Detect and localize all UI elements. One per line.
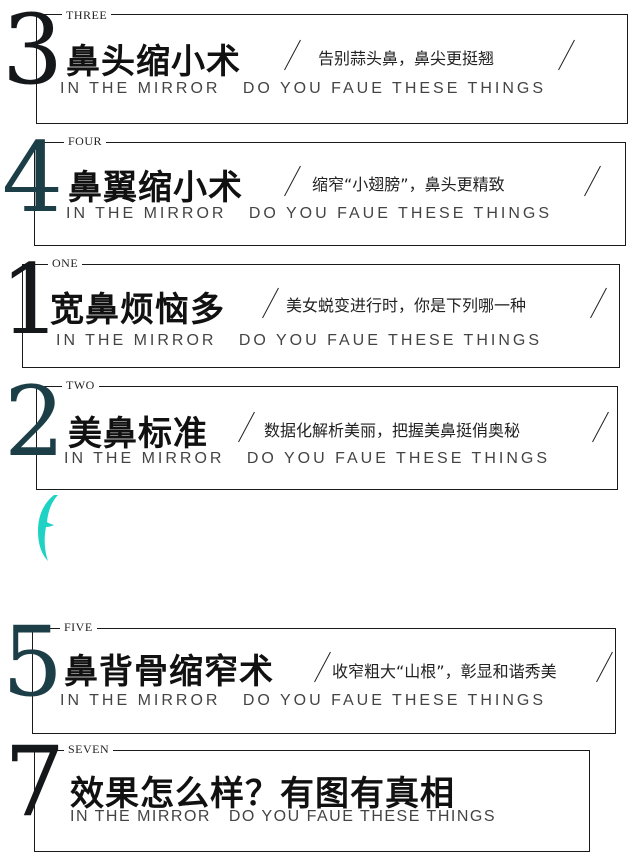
section-tagline: IN THE MIRROR DO YOU FAUE THESE THINGS [64,450,550,467]
section-seven: 7 SEVEN 效果怎么样？有图有真相 IN THE MIRROR DO YOU… [0,734,630,854]
section-number: 2 [4,366,66,478]
section-frame [34,750,590,852]
section-five: 5 FIVE 鼻背骨缩窄术 收窄粗大“山根”，彰显和谐秀美 IN THE MIR… [0,612,630,736]
section-subtitle: 告别蒜头鼻，鼻尖更挺翘 [318,49,495,68]
section-tagline: IN THE MIRROR DO YOU FAUE THESE THINGS [66,205,552,222]
section-title: 效果怎么样？有图有真相 [70,774,455,814]
section-tagline: IN THE MIRROR DO YOU FAUE THESE THINGS [60,692,546,709]
section-one: 1 ONE 宽鼻烦恼多 美女蜕变进行时，你是下列哪一种 IN THE MIRRO… [0,252,630,370]
section-tagline: IN THE MIRROR DO YOU FAUE THESE THINGS [70,808,496,825]
section-english-label: THREE [62,8,112,23]
section-frame [32,628,616,734]
section-english-label: FIVE [60,620,97,635]
section-title: 宽鼻烦恼多 [50,290,225,330]
section-title: 鼻背骨缩窄术 [64,652,274,692]
section-four: 4 FOUR 鼻翼缩小术 缩窄“小翅膀”，鼻头更精致 IN THE MIRROR… [0,128,630,246]
section-english-label: ONE [48,256,83,271]
section-subtitle: 收窄粗大“山根”，彰显和谐秀美 [332,662,557,681]
section-subtitle: 数据化解析美丽，把握美鼻挺俏奥秘 [264,421,521,440]
section-subtitle: 缩窄“小翅膀”，鼻头更精致 [312,175,505,194]
section-number: 5 [2,606,64,718]
section-title: 鼻翼缩小术 [68,168,243,208]
brush-stroke-icon [34,493,60,567]
section-title: 鼻头缩小术 [66,42,241,82]
section-frame [22,264,620,368]
section-tagline: IN THE MIRROR DO YOU FAUE THESE THINGS [56,332,542,349]
section-number: 4 [2,122,64,234]
section-english-label: FOUR [64,134,107,149]
section-frame [36,386,618,490]
section-three: 3 THREE 鼻头缩小术 告别蒜头鼻，鼻尖更挺翘 IN THE MIRROR … [0,0,630,125]
section-subtitle: 美女蜕变进行时，你是下列哪一种 [286,296,527,315]
section-tagline: IN THE MIRROR DO YOU FAUE THESE THINGS [60,80,546,97]
section-two: 2 TWO 美鼻标准 数据化解析美丽，把握美鼻挺俏奥秘 IN THE MIRRO… [0,374,630,490]
section-english-label: TWO [62,378,99,393]
section-frame [36,14,628,124]
section-title: 美鼻标准 [68,414,208,454]
section-english-label: SEVEN [64,742,114,757]
section-number: 3 [2,0,64,106]
section-number: 7 [4,726,66,838]
section-frame [34,142,626,246]
